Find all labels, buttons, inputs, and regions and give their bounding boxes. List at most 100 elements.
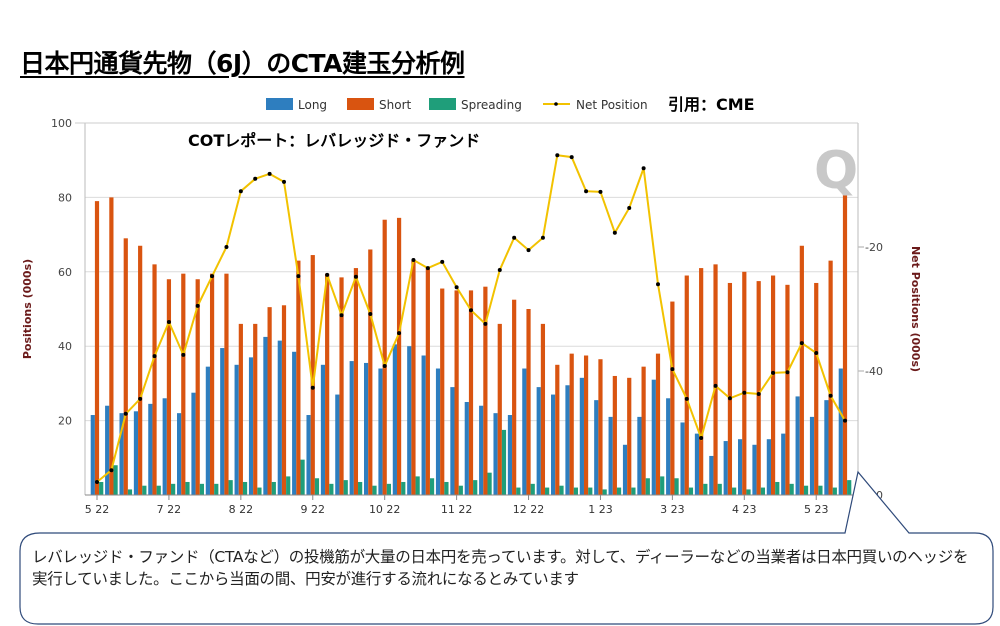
x-tick-label: 9 22 — [301, 503, 326, 516]
bar-spreading — [156, 485, 161, 495]
bar-spreading — [746, 489, 751, 495]
net-point — [828, 393, 833, 398]
bar-spreading — [631, 487, 636, 495]
bar-spreading — [142, 485, 147, 495]
bar-short — [454, 290, 459, 495]
net-point — [425, 266, 430, 271]
net-point — [339, 313, 344, 318]
bar-long — [349, 361, 354, 495]
net-point — [612, 230, 617, 235]
net-point — [95, 479, 99, 484]
bar-spreading — [127, 489, 133, 495]
net-point — [598, 189, 603, 194]
y-tick-label: 60 — [58, 266, 72, 279]
bar-spreading — [314, 478, 320, 495]
bar-long — [838, 368, 843, 495]
bar-short — [224, 273, 229, 495]
bar-short — [713, 264, 718, 495]
net-position-line — [95, 153, 847, 484]
y-tick-label: 20 — [58, 415, 72, 428]
net-point — [771, 370, 776, 375]
y-tick-label: 100 — [51, 117, 72, 130]
bar-short — [94, 201, 100, 495]
bar-short — [281, 305, 287, 495]
y-axis-label: Positions (000s) — [21, 259, 34, 359]
bar-short — [411, 260, 416, 495]
bar-short — [238, 323, 243, 495]
x-tick-label: 5 22 — [85, 503, 110, 516]
bar-short — [425, 268, 430, 495]
net-point — [152, 354, 157, 359]
bar-long — [608, 416, 613, 495]
net-point — [843, 418, 847, 423]
bar-long — [292, 351, 297, 495]
bar-spreading — [444, 481, 449, 495]
bar-spreading — [228, 480, 233, 495]
bar-spreading — [372, 485, 377, 495]
bar-spreading — [674, 478, 679, 495]
bar-spreading — [214, 483, 219, 495]
bar-spreading — [559, 485, 564, 495]
bar-short — [756, 281, 761, 495]
bar-spreading — [271, 481, 276, 495]
bar-spreading — [703, 483, 708, 495]
legend-label-long: Long — [298, 98, 327, 112]
bar-short — [785, 284, 790, 495]
bar-long — [738, 439, 743, 495]
bar-long — [666, 398, 671, 495]
net-point — [210, 274, 215, 279]
net-point — [166, 320, 171, 325]
legend-swatch-long — [266, 98, 293, 110]
net-point — [469, 308, 473, 313]
bar-long — [464, 402, 469, 495]
x-tick-label: 10 22 — [369, 503, 401, 516]
bar-long — [378, 368, 383, 495]
bar-spreading — [832, 487, 837, 495]
bar-long — [536, 387, 541, 495]
bar-long — [723, 441, 728, 495]
bar-long — [435, 368, 441, 495]
bar-short — [828, 260, 833, 495]
bar-spreading — [257, 487, 262, 495]
net-point — [526, 248, 531, 253]
bar-spreading — [358, 481, 363, 495]
bar-long — [651, 379, 656, 495]
bar-spreading — [803, 485, 809, 495]
x-tick-label: 3 23 — [660, 503, 685, 516]
bar-spreading — [386, 483, 391, 495]
bar-short — [181, 273, 186, 495]
bar-short — [670, 301, 675, 495]
bar-short — [799, 245, 804, 495]
x-tick-label: 5 23 — [804, 503, 829, 516]
bar-spreading — [775, 481, 780, 495]
net-point — [713, 383, 718, 388]
net-point — [756, 391, 761, 396]
bar-spreading — [286, 476, 291, 495]
bar-long — [177, 413, 182, 495]
bar-short — [814, 282, 819, 495]
bar-short — [555, 364, 560, 495]
bar-short — [138, 245, 143, 495]
bar-short — [382, 219, 387, 495]
net-point — [785, 370, 790, 375]
bar-spreading — [717, 483, 722, 495]
legend-marker-net — [554, 102, 558, 106]
bar-long — [507, 415, 513, 495]
net-point — [540, 235, 545, 240]
net-point — [656, 282, 660, 287]
bar-long — [824, 400, 829, 495]
legend-swatch-short — [347, 98, 374, 110]
net-point — [670, 367, 675, 372]
bar-spreading — [329, 483, 334, 495]
bar-long — [709, 455, 714, 495]
net-point — [555, 153, 560, 158]
bar-long — [90, 415, 95, 495]
bar-short — [368, 249, 373, 495]
bar-spreading — [847, 480, 852, 495]
net-point — [512, 235, 517, 240]
bar-short — [353, 268, 359, 495]
bar-short — [569, 353, 574, 495]
net-point — [296, 274, 301, 279]
